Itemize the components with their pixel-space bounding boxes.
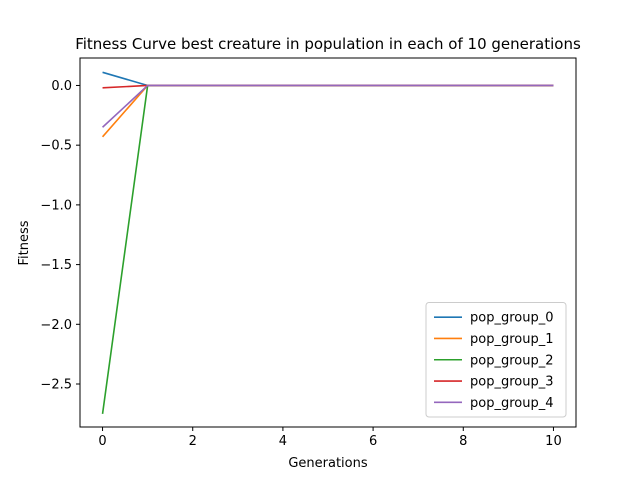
plot-frame [79, 57, 577, 428]
chart-title: Fitness Curve best creature in populatio… [75, 35, 581, 53]
y-tick-label: −0.5 [40, 139, 72, 154]
y-tick-label: −2.5 [40, 378, 72, 393]
legend-box [425, 302, 567, 418]
legend-label-4: pop_group_4 [470, 396, 553, 411]
y-axis-label: Fitness [17, 220, 32, 265]
legend-label-2: pop_group_2 [470, 353, 553, 368]
y-tick-label: −1.0 [40, 198, 72, 213]
series-line-0 [102, 71, 554, 87]
plot-lines [101, 71, 554, 414]
x-tick-label: 6 [369, 434, 377, 449]
x-tick-label: 10 [545, 434, 562, 449]
x-axis-label: Generations [288, 456, 368, 471]
legend-label-1: pop_group_1 [470, 332, 553, 347]
x-axis-ticks: 0 2 4 6 8 10 [98, 427, 562, 449]
legend: pop_group_0 pop_group_1 pop_group_2 pop_gro… [425, 302, 567, 418]
series-line-1 [101, 84, 554, 138]
y-axis-ticks: 0.0 −0.5 −1.0 −1.5 −2.0 −2.5 [40, 79, 80, 393]
x-tick-label: 0 [98, 434, 106, 449]
legend-label-3: pop_group_3 [470, 375, 553, 390]
legend-label-0: pop_group_0 [470, 311, 553, 326]
x-tick-label: 8 [459, 434, 467, 449]
y-tick-label: −2.0 [40, 318, 72, 333]
x-tick-label: 4 [279, 434, 287, 449]
x-tick-label: 2 [189, 434, 197, 449]
y-tick-label: 0.0 [51, 79, 72, 94]
y-tick-label: −1.5 [40, 258, 72, 273]
series-line-4 [102, 84, 554, 128]
